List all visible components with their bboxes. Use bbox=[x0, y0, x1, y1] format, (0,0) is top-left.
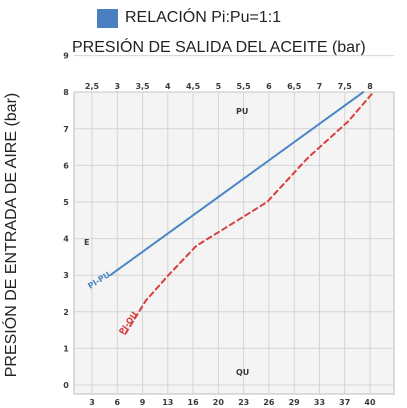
bottom-tick-label: 33 bbox=[314, 398, 325, 407]
y-tick-label: 7 bbox=[63, 125, 69, 134]
legend: RELACIÓN Pi:Pu=1:1 bbox=[97, 6, 281, 30]
series-line-pi-pu bbox=[109, 91, 365, 277]
top-tick-label: 7,5 bbox=[338, 82, 353, 91]
bottom-tick-label: 40 bbox=[364, 398, 376, 407]
series-lines bbox=[109, 91, 375, 335]
bottom-tick-label: 29 bbox=[289, 398, 301, 407]
top-tick-label: 3,5 bbox=[135, 82, 150, 91]
bottom-tick-label: 20 bbox=[213, 398, 225, 407]
plot-area bbox=[73, 91, 395, 395]
series-line-pi-qu bbox=[124, 91, 375, 335]
top-tick-label: 6 bbox=[266, 82, 272, 91]
y-tick-label: 6 bbox=[63, 161, 69, 170]
annotation-e: E bbox=[84, 238, 89, 247]
top-tick-label: 4 bbox=[165, 82, 171, 91]
top-tick-label: 5 bbox=[216, 82, 222, 91]
bottom-tick-label: 37 bbox=[339, 398, 350, 407]
bottom-tick-label: 6 bbox=[114, 398, 120, 407]
y-axis-ticks: 0 1 2 3 4 5 6 7 8 9 bbox=[63, 52, 69, 390]
bottom-tick-label: 13 bbox=[162, 398, 173, 407]
top-tick-label: 7 bbox=[317, 82, 323, 91]
bottom-tick-label: 9 bbox=[140, 398, 146, 407]
y-tick-label: 9 bbox=[63, 52, 69, 61]
top-axis-title: PRESIÓN DE SALIDA DEL ACEITE (bar) bbox=[72, 39, 366, 56]
bottom-tick-label: 16 bbox=[188, 398, 200, 407]
y-tick-label: 0 bbox=[63, 381, 69, 390]
bottom-tick-label: 23 bbox=[238, 398, 249, 407]
bottom-tick-label: 3 bbox=[89, 398, 95, 407]
y-tick-label: 2 bbox=[63, 308, 69, 317]
top-tick-label: 4,5 bbox=[186, 82, 201, 91]
top-tick-label: 6,5 bbox=[287, 82, 302, 91]
bottom-axis-ticks: 3 6 9 13 16 20 23 26 29 33 37 40 bbox=[89, 398, 376, 407]
top-tick-label: 2,5 bbox=[85, 82, 100, 91]
top-axis-ticks: 2,5 3 3,5 4 4,5 5 5,5 6 6,5 7 7,5 8 bbox=[85, 82, 373, 91]
y-tick-label: 4 bbox=[63, 235, 69, 244]
top-tick-label: 3 bbox=[114, 82, 120, 91]
bottom-tick-label: 26 bbox=[263, 398, 275, 407]
grid bbox=[74, 55, 394, 394]
top-tick-label: 5,5 bbox=[237, 82, 252, 91]
y-tick-label: 3 bbox=[63, 271, 69, 280]
y-tick-label: 5 bbox=[63, 198, 69, 207]
annotation-pu: PU bbox=[236, 107, 248, 116]
annotation-qu: QU bbox=[236, 368, 249, 377]
legend-swatch bbox=[97, 8, 118, 28]
y-tick-label: 1 bbox=[63, 344, 69, 353]
legend-label: RELACIÓN Pi:Pu=1:1 bbox=[125, 9, 282, 26]
top-tick-label: 8 bbox=[367, 82, 373, 91]
y-tick-label: 8 bbox=[63, 88, 69, 97]
